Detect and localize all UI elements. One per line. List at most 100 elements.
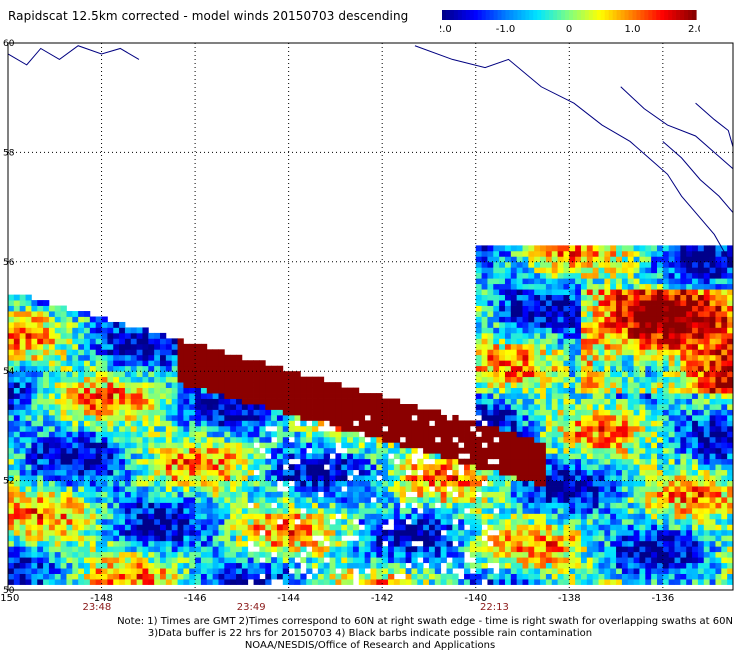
swath-cell — [522, 360, 529, 367]
swath-cell — [510, 497, 518, 503]
swath-cell — [434, 546, 442, 553]
swath-cell — [124, 425, 132, 432]
swath-cell — [195, 404, 202, 410]
swath-cell — [200, 475, 208, 481]
swath-cell — [119, 573, 126, 580]
swath-cell — [423, 442, 430, 449]
swath-cell — [370, 535, 377, 542]
swath-cell — [212, 376, 219, 383]
swath-cell — [48, 518, 56, 525]
swath-cell — [271, 546, 278, 553]
swath-cell — [84, 371, 91, 378]
swath-cell — [335, 425, 342, 432]
swath-cell — [598, 425, 605, 432]
swath-cell — [72, 425, 79, 432]
swath-cell — [171, 393, 178, 399]
swath-cell — [434, 497, 442, 503]
swath-cell — [276, 404, 284, 410]
swath-cell — [165, 398, 173, 405]
swath-cell — [130, 497, 138, 503]
swath-cell — [510, 294, 518, 301]
swath-cell — [271, 376, 278, 383]
swath-cell — [586, 557, 594, 564]
swath-cell — [528, 305, 535, 312]
swath-cell — [212, 393, 219, 399]
swath-cell — [31, 546, 38, 553]
swath-cell — [627, 289, 635, 296]
swath-cell — [604, 311, 611, 317]
swath-cell — [78, 431, 85, 438]
swath-cell — [504, 535, 512, 542]
swath-cell — [370, 551, 377, 558]
swath-cell — [13, 376, 21, 383]
swath-cell — [458, 524, 465, 531]
swath-cell — [312, 579, 319, 585]
swath-cell — [510, 540, 518, 547]
swath-cell — [19, 486, 26, 492]
swath-cell — [399, 409, 406, 416]
swath-cell — [165, 404, 173, 410]
swath-cell — [119, 332, 126, 339]
swath-cell — [78, 540, 85, 547]
swath-cell — [569, 404, 576, 410]
swath-cell — [580, 305, 588, 312]
swath-cell — [306, 382, 313, 389]
swath-cell — [487, 513, 494, 520]
swath-cell — [627, 404, 635, 410]
swath-cell — [130, 420, 138, 427]
swath-cell — [598, 486, 605, 492]
swath-cell — [48, 371, 56, 378]
swath-cell — [382, 475, 389, 481]
swath-cell — [540, 464, 547, 471]
swath-cell — [540, 497, 547, 503]
swath-cell — [54, 354, 62, 361]
swath-cell — [8, 409, 15, 416]
swath-cell — [8, 513, 15, 520]
swath-cell — [633, 524, 640, 531]
swath-cell — [452, 453, 459, 460]
swath-cell — [25, 540, 32, 547]
swath-cell — [89, 360, 97, 367]
swath-cell — [411, 562, 418, 569]
swath-cell — [282, 497, 290, 503]
swath-cell — [160, 568, 167, 574]
swath-cell — [300, 546, 307, 553]
swath-cell — [195, 486, 202, 492]
swath-cell — [534, 475, 541, 481]
swath-cell — [89, 343, 97, 350]
swath-cell — [48, 447, 56, 454]
swath-cell — [627, 579, 635, 585]
swath-cell — [557, 316, 564, 323]
swath-cell — [393, 491, 401, 498]
swath-cell — [37, 420, 44, 427]
swath-cell — [504, 453, 512, 460]
swath-cell — [78, 404, 85, 410]
swath-cell — [598, 453, 605, 460]
swath-cell — [586, 409, 594, 416]
swath-cell — [165, 436, 173, 443]
swath-cell — [633, 436, 640, 443]
swath-cell — [522, 294, 529, 301]
swath-cell — [8, 332, 15, 339]
swath-cell — [575, 393, 582, 399]
swath-cell — [8, 431, 15, 438]
swath-cell — [534, 502, 541, 509]
swath-cell — [259, 502, 266, 509]
swath-cell — [171, 497, 178, 503]
swath-cell — [189, 513, 196, 520]
swath-cell — [475, 338, 482, 345]
swath-cell — [592, 518, 599, 525]
swath-cell — [487, 507, 494, 514]
swath-cell — [487, 360, 494, 367]
swath-cell — [352, 507, 360, 514]
swath-cell — [236, 398, 243, 405]
swath-cell — [557, 442, 564, 449]
swath-cell — [72, 557, 79, 564]
swath-cell — [130, 502, 138, 509]
swath-cell — [60, 332, 67, 339]
swath-cell — [446, 529, 453, 536]
swath-cell — [516, 404, 523, 410]
swath-cell — [610, 382, 617, 389]
swath-cell — [317, 568, 325, 574]
swath-cell — [616, 507, 623, 514]
